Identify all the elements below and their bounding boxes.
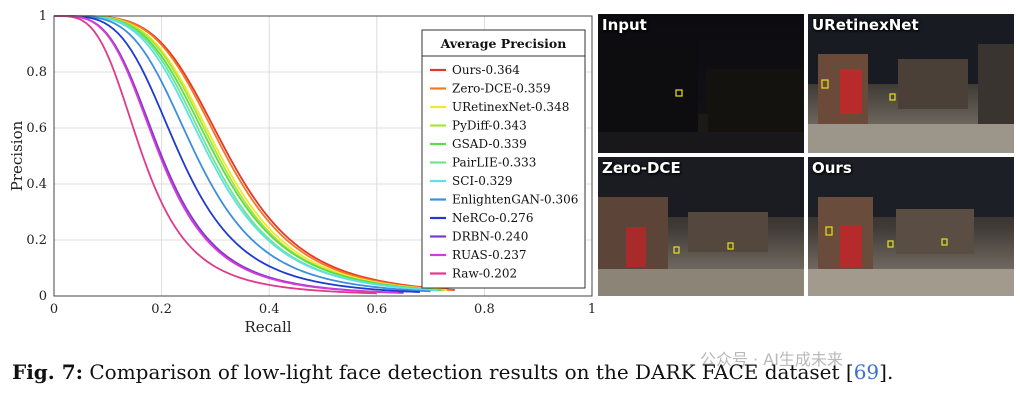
y-tick-label: 0 [39, 289, 47, 304]
legend-entry: Zero-DCE-0.359 [452, 82, 551, 96]
legend-entry: RUAS-0.237 [452, 248, 527, 262]
photo-zero-dce: Zero-DCE [598, 157, 804, 296]
x-tick-label: 0.4 [259, 302, 280, 317]
photo-uretinexnet: URetinexNet [808, 14, 1014, 153]
series-line [54, 15, 445, 292]
y-tick-label: 0.2 [26, 233, 47, 248]
legend-entry: PyDiff-0.343 [452, 119, 527, 133]
series-line [54, 15, 439, 292]
legend-entry: Raw-0.202 [452, 267, 517, 281]
series-line [54, 15, 453, 292]
y-axis-title: Precision [8, 120, 26, 191]
caption-text: Comparison of low-light face detection r… [83, 360, 854, 384]
series-line [54, 15, 431, 293]
photo-label: Input [602, 16, 647, 34]
x-axis-title: Recall [244, 318, 291, 336]
photo-label: Ours [812, 159, 852, 177]
series-line [54, 15, 377, 295]
series-line [54, 15, 447, 292]
y-tick-label: 0.6 [26, 121, 47, 136]
photo-label: Zero-DCE [602, 159, 681, 177]
legend-entry: DRBN-0.240 [452, 230, 528, 244]
x-tick-label: 0.6 [366, 302, 387, 317]
figure-caption: Fig. 7: Comparison of low-light face det… [12, 360, 1012, 384]
x-tick-label: 0.2 [151, 302, 172, 317]
pr-curve-chart: 00 0.2 0.2 0.4 0.4 0.6 0.6 0.8 0.8 1 1 Recall Precis… [8, 9, 596, 336]
legend-entry: PairLIE-0.333 [452, 156, 536, 170]
caption-end: ]. [879, 360, 894, 384]
plot-frame [53, 15, 593, 297]
legend-entry: EnlightenGAN-0.306 [452, 193, 578, 207]
series-line [54, 15, 455, 291]
legend-entry: URetinexNet-0.348 [452, 100, 569, 114]
legend-entry: SCI-0.329 [452, 174, 513, 188]
x-tick-label: 0 [50, 302, 58, 317]
series-line [54, 15, 399, 294]
x-tick-label: 1 [588, 302, 596, 317]
legend-entry: Ours-0.364 [452, 63, 520, 77]
y-tick-label: 1 [39, 9, 47, 24]
series-line [54, 15, 420, 293]
caption-label: Fig. 7: [12, 360, 84, 384]
photo-label: URetinexNet [812, 16, 919, 34]
series-line [54, 15, 442, 292]
legend-entry: NeRCo-0.276 [452, 211, 533, 225]
photo-ours: Ours [808, 157, 1014, 296]
caption-reference-link[interactable]: 69 [853, 360, 880, 384]
y-tick-label: 0.8 [26, 65, 47, 80]
legend-entry: GSAD-0.339 [452, 137, 527, 151]
watermark: 公众号 · AI生成未来 [700, 350, 843, 369]
legend-box [421, 29, 586, 289]
detection-comparison-grid: Input URetinexNet [598, 14, 1018, 296]
photo-input: Input [598, 14, 804, 153]
y-tick-label: 0.4 [26, 177, 47, 192]
series-line [54, 15, 437, 292]
x-tick-label: 0.8 [474, 302, 495, 317]
legend-title: Average Precision [440, 36, 567, 51]
